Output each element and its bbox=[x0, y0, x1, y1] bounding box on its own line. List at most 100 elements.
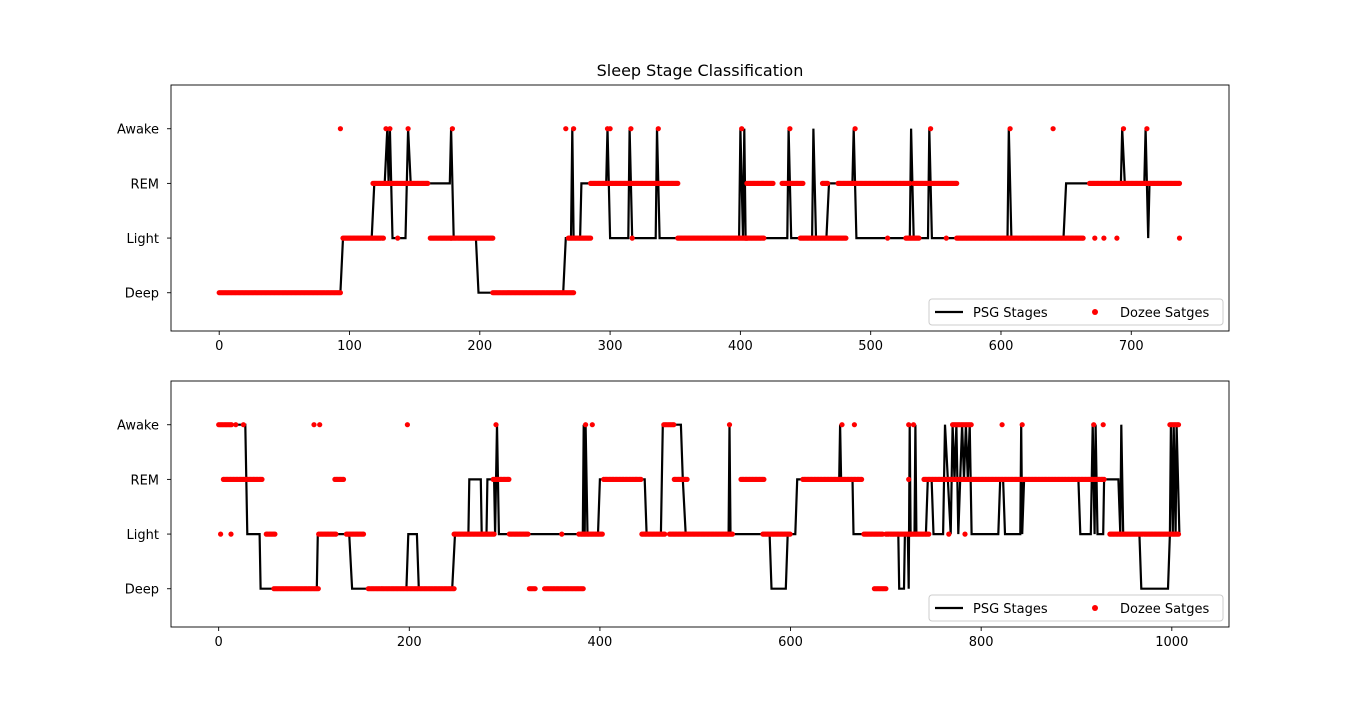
axes-frame bbox=[170, 84, 1230, 332]
dozee-stage-point bbox=[315, 586, 321, 592]
dozee-stage-point bbox=[583, 422, 589, 428]
x-tick-label: 300 bbox=[598, 339, 623, 354]
dozee-stage-point bbox=[852, 126, 858, 132]
dozee-stage-point bbox=[1007, 126, 1013, 132]
dozee-stage-point bbox=[589, 422, 595, 428]
dozee-stage-point bbox=[607, 126, 613, 132]
dozee-stage-point bbox=[883, 586, 889, 592]
dozee-stage-point bbox=[761, 476, 767, 482]
dozee-stage-point bbox=[449, 126, 455, 132]
dozee-stage-point bbox=[628, 126, 634, 132]
dozee-stage-point bbox=[383, 126, 389, 132]
x-tick-label: 0 bbox=[215, 635, 223, 650]
dozee-stage-point bbox=[926, 531, 932, 537]
dozee-stage-point bbox=[910, 422, 917, 428]
y-tick-label: Deep bbox=[125, 287, 159, 302]
dozee-stage-point bbox=[1091, 422, 1097, 428]
dozee-stage-point bbox=[1101, 235, 1107, 241]
y-tick-label: REM bbox=[131, 473, 159, 488]
dozee-stage-point bbox=[580, 586, 586, 592]
x-tick-label: 200 bbox=[467, 339, 492, 354]
dozee-stage-point bbox=[851, 422, 858, 428]
dozee-stage-point bbox=[563, 126, 569, 132]
dozee-stage-point bbox=[885, 235, 891, 241]
x-tick-label: 200 bbox=[397, 635, 422, 650]
dozee-stage-point bbox=[954, 180, 960, 186]
dozee-stage-point bbox=[839, 422, 845, 428]
dozee-stage-point bbox=[629, 235, 635, 241]
y-tick-label: Awake bbox=[117, 419, 159, 434]
dozee-stage-point bbox=[588, 235, 594, 241]
dozee-stage-point bbox=[228, 531, 234, 537]
dozee-stage-point bbox=[599, 531, 605, 537]
x-tick-label: 600 bbox=[989, 339, 1014, 354]
plot-area bbox=[216, 422, 1182, 592]
y-tick-label: Awake bbox=[117, 123, 159, 138]
legend-dozee-label: Dozee Satges bbox=[1120, 306, 1209, 321]
dozee-stage-point bbox=[337, 290, 343, 296]
x-tick-label: 1000 bbox=[1155, 635, 1188, 650]
psg-stages-line bbox=[219, 128, 1180, 294]
dozee-stage-point bbox=[729, 531, 736, 537]
dozee-stage-point bbox=[787, 126, 793, 132]
legend-box bbox=[928, 298, 1224, 326]
x-tick-label: 400 bbox=[728, 339, 753, 354]
dozee-stage-point bbox=[340, 476, 347, 482]
dozee-stage-point bbox=[228, 422, 235, 428]
dozee-stage-point bbox=[907, 180, 913, 186]
dozee-stage-point bbox=[800, 180, 806, 186]
dozee-stage-point bbox=[1176, 235, 1183, 241]
dozee-stage-point bbox=[448, 235, 454, 241]
dozee-stage-point bbox=[638, 476, 644, 482]
dozee-stage-point bbox=[908, 531, 914, 537]
dozee-stage-point bbox=[525, 531, 531, 537]
dozee-stage-point bbox=[490, 235, 496, 241]
y-tick-label: Deep bbox=[125, 583, 159, 598]
dozee-stage-point bbox=[317, 422, 323, 428]
dozee-stage-point bbox=[859, 476, 865, 482]
legend-dozee-swatch bbox=[1092, 309, 1098, 315]
dozee-stage-point bbox=[395, 235, 401, 241]
dozee-stage-point bbox=[532, 586, 538, 592]
dozee-stage-point bbox=[311, 422, 317, 428]
dozee-stage-point bbox=[843, 235, 849, 241]
dozee-stage-point bbox=[404, 422, 410, 428]
dozee-stage-point bbox=[405, 126, 411, 132]
dozee-stage-point bbox=[1176, 180, 1183, 186]
x-tick-label: 400 bbox=[588, 635, 613, 650]
y-tick-label: Light bbox=[127, 528, 159, 543]
dozee-stage-point bbox=[1019, 422, 1025, 428]
dozee-stage-point bbox=[726, 422, 733, 428]
legend-dozee-label: Dozee Satges bbox=[1120, 602, 1209, 617]
dozee-stage-point bbox=[337, 126, 343, 132]
plot-area bbox=[216, 126, 1183, 296]
dozee-stage-point bbox=[968, 422, 974, 428]
dozee-stage-point bbox=[1100, 422, 1106, 428]
dozee-stage-point bbox=[493, 422, 499, 428]
y-tick-label: REM bbox=[131, 177, 159, 192]
y-tick-label: Light bbox=[127, 232, 159, 247]
dozee-stage-point bbox=[928, 126, 934, 132]
psg-stages-line bbox=[218, 423, 1181, 590]
dozee-stage-point bbox=[259, 476, 265, 482]
top-plot: 0 100 200 300 400 500 600 700 Deep Light REM Awake P… bbox=[117, 84, 1230, 354]
dozee-stage-point bbox=[571, 290, 577, 296]
x-tick-label: 100 bbox=[337, 339, 362, 354]
axes-frame bbox=[170, 380, 1230, 628]
dozee-stage-point bbox=[916, 235, 922, 241]
dozee-stage-point bbox=[491, 531, 497, 537]
x-tick-label: 500 bbox=[858, 339, 883, 354]
dozee-stage-point bbox=[770, 180, 776, 186]
dozee-stage-point bbox=[380, 235, 386, 241]
dozee-stage-point bbox=[739, 126, 745, 132]
dozee-stage-point bbox=[1114, 235, 1120, 241]
dozee-stage-point bbox=[825, 180, 831, 186]
dozee-stage-point bbox=[1120, 126, 1127, 132]
dozee-stage-point bbox=[946, 531, 952, 537]
dozee-stage-point bbox=[233, 422, 239, 428]
dozee-stage-point bbox=[1175, 531, 1182, 537]
dozee-stage-point bbox=[787, 531, 793, 537]
legend-box bbox=[928, 594, 1224, 622]
